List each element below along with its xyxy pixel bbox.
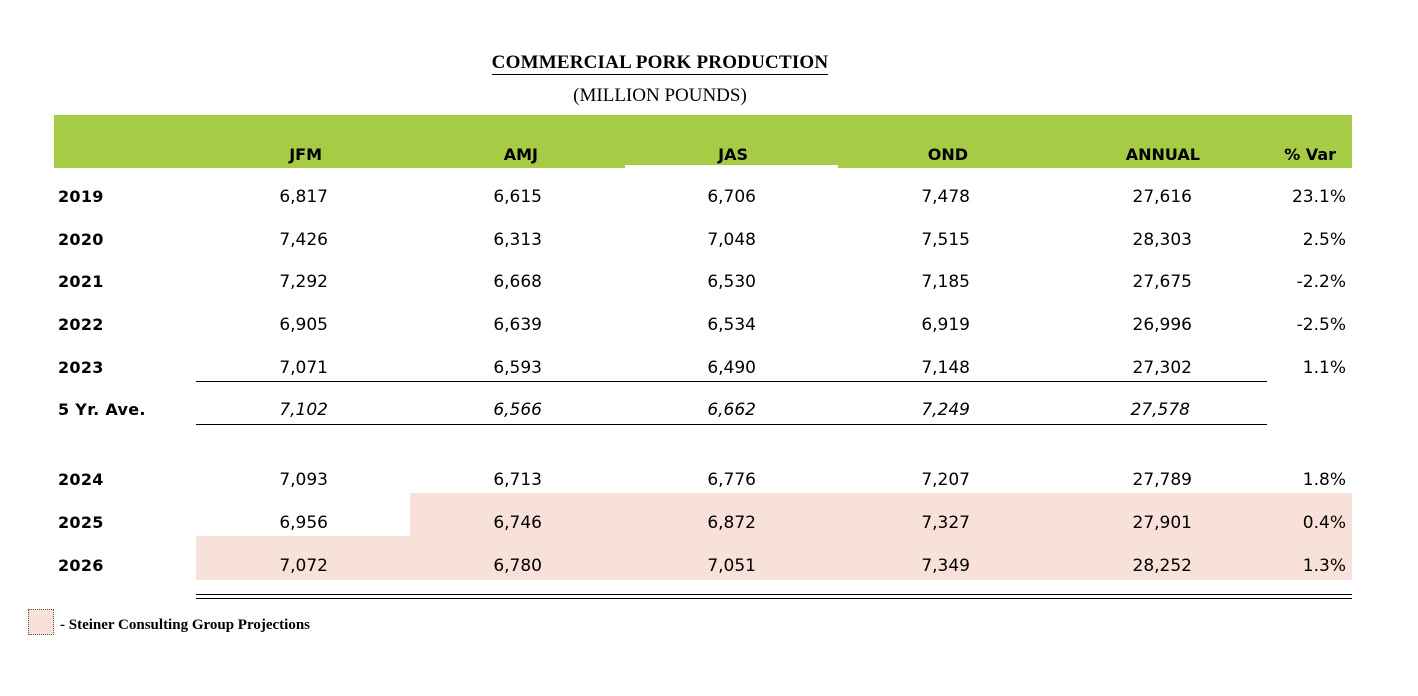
- cell-pct-var: -2.2%: [1296, 272, 1346, 292]
- average-top-rule: [196, 381, 1267, 382]
- cell-jfm: 6,817: [279, 187, 328, 207]
- table-title: COMMERCIAL PORK PRODUCTION: [0, 52, 1320, 75]
- cell-amj: 6,566: [493, 400, 542, 420]
- cell-jfm: 7,072: [279, 556, 328, 576]
- cell-jas: 6,776: [707, 470, 756, 490]
- cell-pct-var: 1.8%: [1302, 470, 1346, 490]
- cell-annual: 26,996: [1132, 315, 1192, 335]
- table-bottom-rule-1: [196, 594, 1352, 595]
- cell-ond: 7,148: [921, 358, 970, 378]
- cell-annual: 27,789: [1132, 470, 1192, 490]
- cell-amj: 6,639: [493, 315, 542, 335]
- cell-jas: 7,051: [707, 556, 756, 576]
- cell-pct-var: 0.4%: [1302, 513, 1346, 533]
- cell-jas: 6,872: [707, 513, 756, 533]
- row-label: 2024: [58, 470, 104, 489]
- cell-jas: 6,530: [707, 272, 756, 292]
- cell-jas: 6,706: [707, 187, 756, 207]
- cell-jas: 6,534: [707, 315, 756, 335]
- col-header-annual: ANNUAL: [1125, 145, 1200, 164]
- cell-jfm: 7,093: [279, 470, 328, 490]
- cell-amj: 6,780: [493, 556, 542, 576]
- table-bottom-rule-2: [196, 598, 1352, 599]
- col-header-jas: JAS: [718, 145, 748, 164]
- cell-jfm: 6,956: [279, 513, 328, 533]
- cell-pct-var: 1.1%: [1302, 358, 1346, 378]
- cell-annual: 28,303: [1132, 230, 1192, 250]
- row-label: 2025: [58, 513, 104, 532]
- cell-amj: 6,746: [493, 513, 542, 533]
- col-header-jfm: JFM: [289, 145, 322, 164]
- col-header-pct-var: % Var: [1284, 145, 1336, 164]
- cell-jas: 6,490: [707, 358, 756, 378]
- cell-jas: 6,662: [707, 400, 756, 420]
- row-label: 2021: [58, 272, 104, 291]
- row-label: 5 Yr. Ave.: [58, 400, 146, 419]
- row-label: 2023: [58, 358, 104, 377]
- header-band: [54, 115, 1352, 168]
- cell-pct-var: -2.5%: [1296, 315, 1346, 335]
- cell-annual: 27,901: [1132, 513, 1192, 533]
- col-header-ond: OND: [927, 145, 968, 164]
- table-subtitle: (MILLION POUNDS): [573, 85, 747, 106]
- cell-ond: 7,515: [921, 230, 970, 250]
- cell-ond: 7,349: [921, 556, 970, 576]
- cell-pct-var: 1.3%: [1302, 556, 1346, 576]
- cell-annual: 27,302: [1132, 358, 1192, 378]
- cell-annual: 27,578: [1130, 400, 1190, 420]
- table-title-text: COMMERCIAL PORK PRODUCTION: [491, 52, 829, 75]
- cell-ond: 7,327: [921, 513, 970, 533]
- cell-ond: 7,478: [921, 187, 970, 207]
- cell-ond: 6,919: [921, 315, 970, 335]
- projection-shade-2025: [410, 493, 1352, 536]
- cell-ond: 7,185: [921, 272, 970, 292]
- header-gap: [625, 165, 838, 169]
- cell-annual: 27,616: [1132, 187, 1192, 207]
- row-label: 2020: [58, 230, 104, 249]
- projection-shade-2026: [196, 536, 1352, 580]
- cell-annual: 28,252: [1132, 556, 1192, 576]
- cell-amj: 6,313: [493, 230, 542, 250]
- cell-annual: 27,675: [1132, 272, 1192, 292]
- cell-jfm: 7,071: [279, 358, 328, 378]
- cell-jfm: 7,102: [279, 400, 328, 420]
- cell-pct-var: 23.1%: [1291, 187, 1346, 207]
- average-bottom-rule: [196, 424, 1267, 425]
- cell-jas: 7,048: [707, 230, 756, 250]
- row-label: 2019: [58, 187, 104, 206]
- cell-ond: 7,207: [921, 470, 970, 490]
- cell-jfm: 6,905: [279, 315, 328, 335]
- col-header-amj: AMJ: [503, 145, 538, 164]
- cell-amj: 6,615: [493, 187, 542, 207]
- legend-text: - Steiner Consulting Group Projections: [60, 617, 311, 633]
- row-label: 2022: [58, 315, 104, 334]
- cell-jfm: 7,292: [279, 272, 328, 292]
- cell-amj: 6,593: [493, 358, 542, 378]
- row-label: 2026: [58, 556, 104, 575]
- cell-amj: 6,668: [493, 272, 542, 292]
- legend-swatch: [28, 609, 54, 635]
- cell-jfm: 7,426: [279, 230, 328, 250]
- cell-amj: 6,713: [493, 470, 542, 490]
- cell-pct-var: 2.5%: [1302, 230, 1346, 250]
- cell-ond: 7,249: [921, 400, 970, 420]
